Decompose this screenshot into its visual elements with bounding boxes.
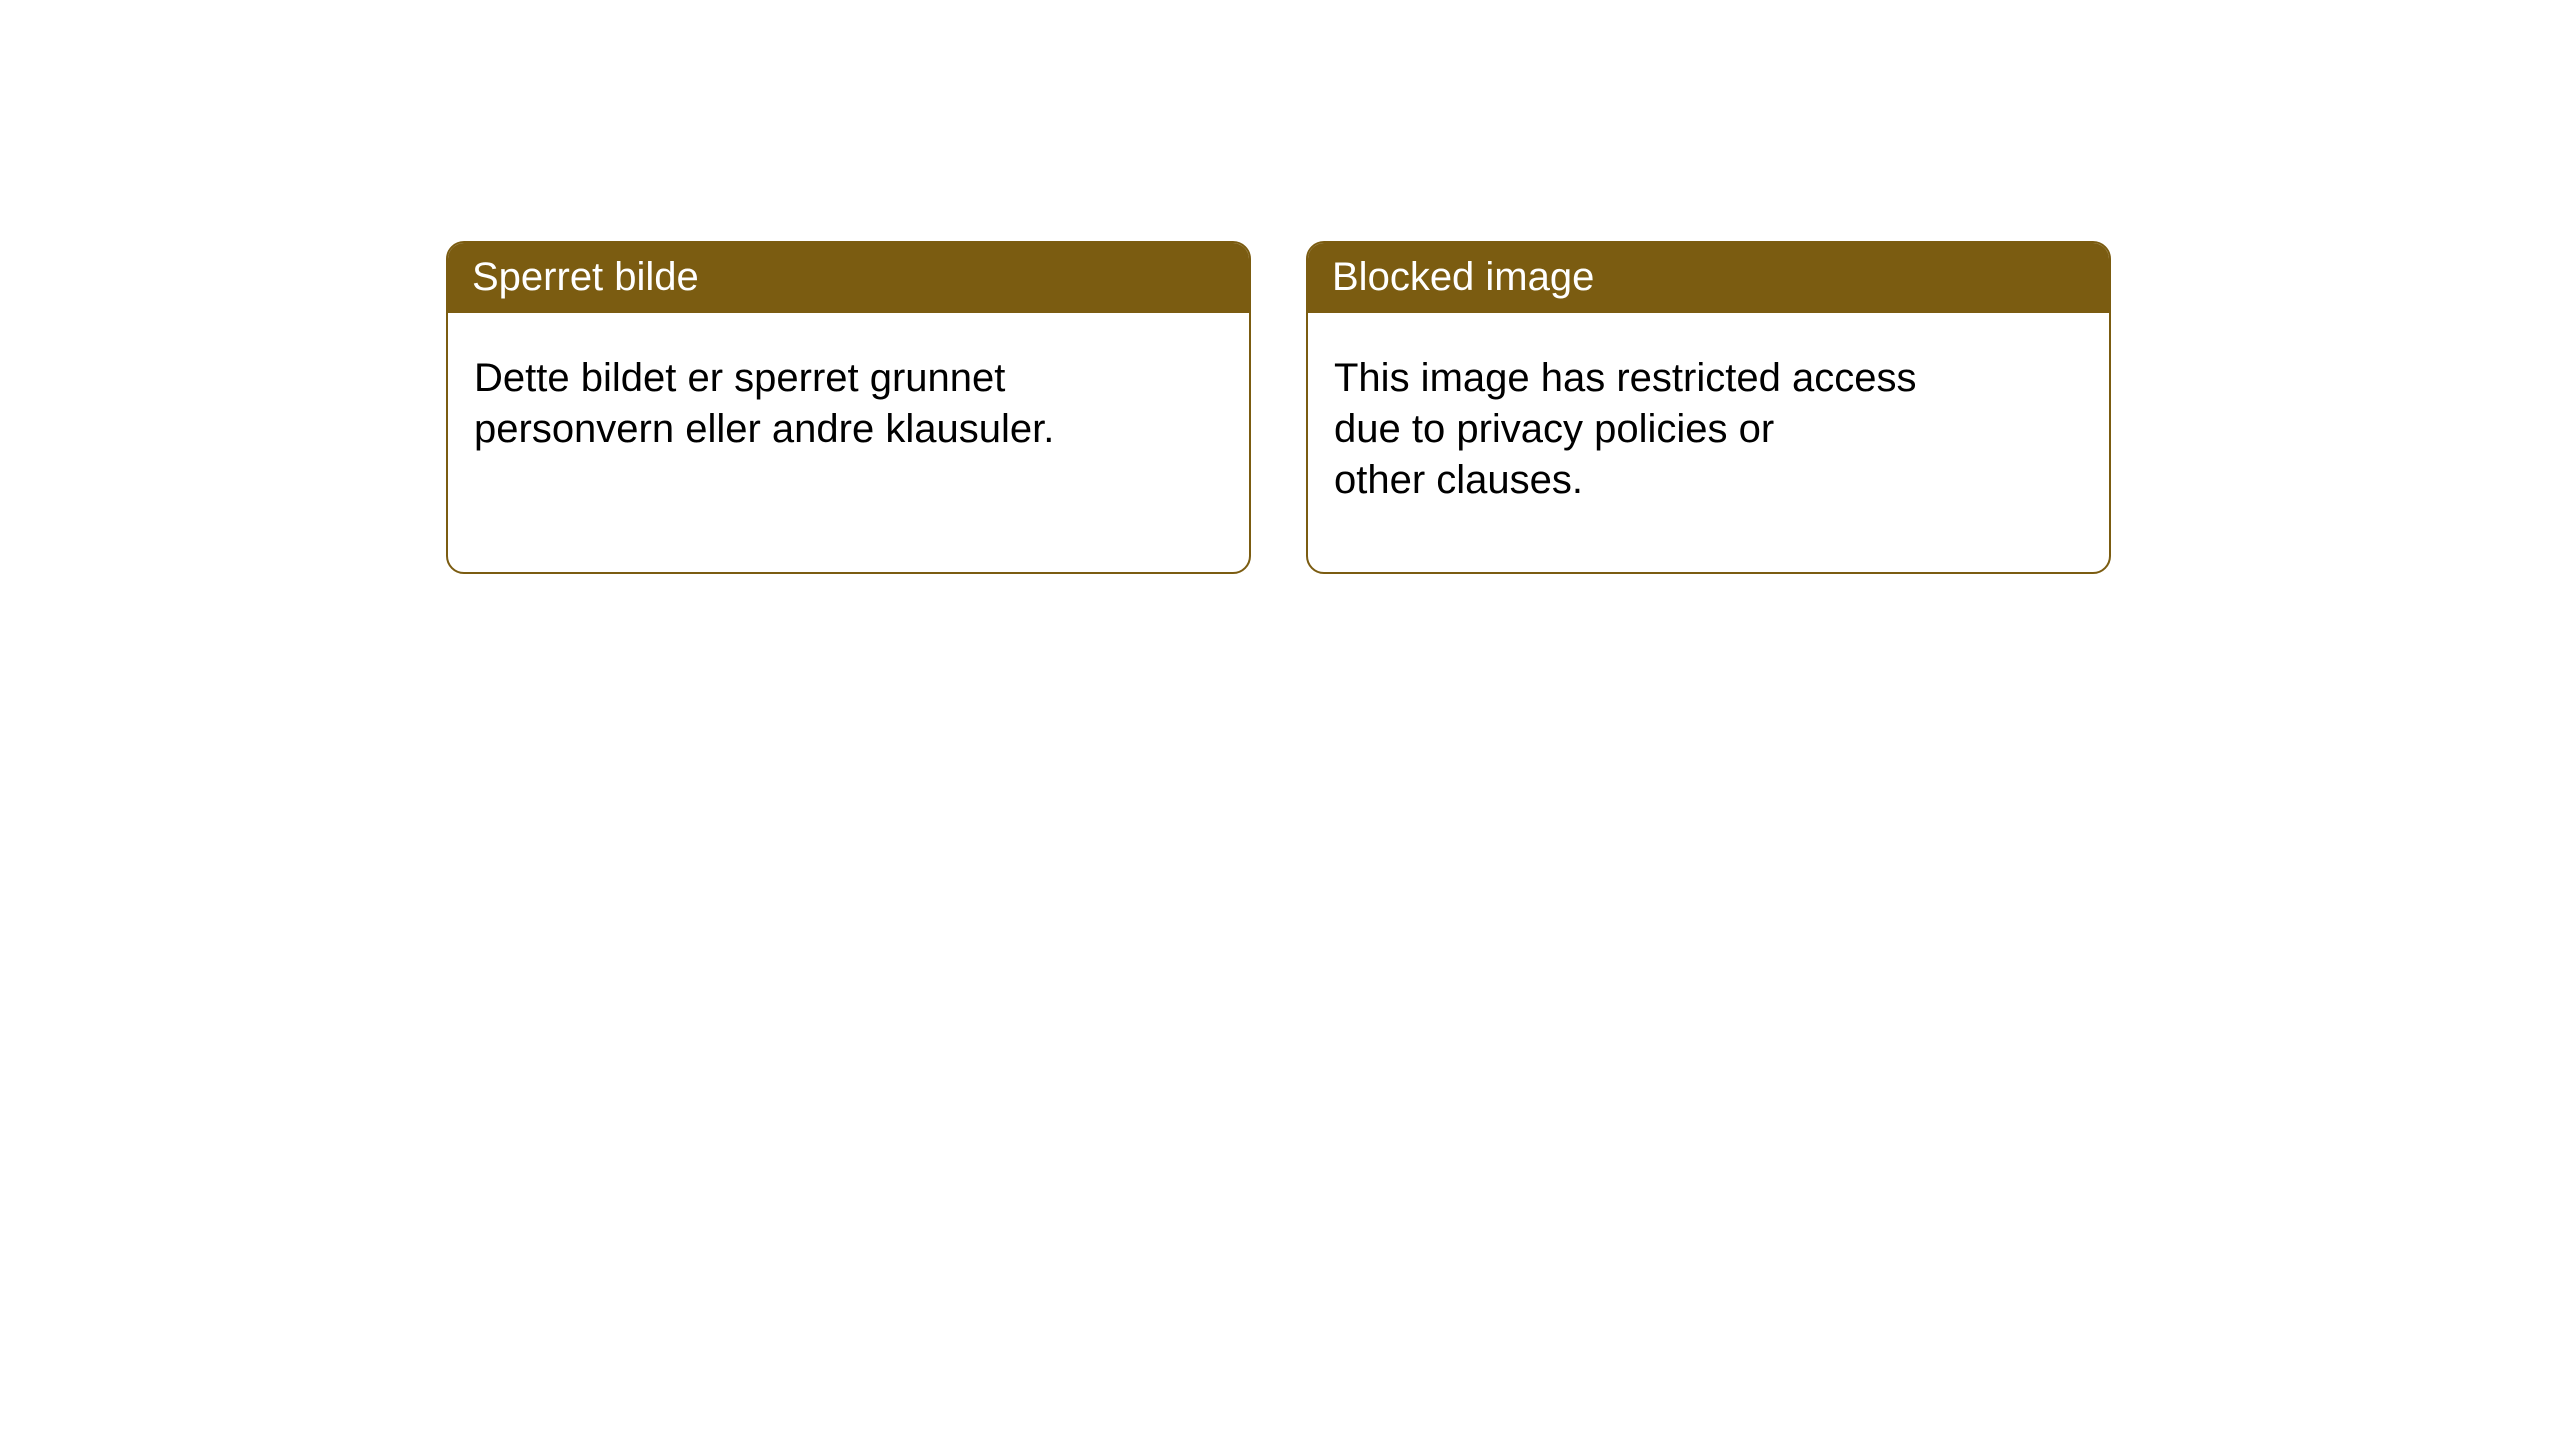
notice-card-en-body: This image has restricted access due to …	[1308, 313, 2109, 533]
notice-card-en: Blocked image This image has restricted …	[1306, 241, 2111, 574]
notice-card-no: Sperret bilde Dette bildet er sperret gr…	[446, 241, 1251, 574]
notice-card-no-body: Dette bildet er sperret grunnet personve…	[448, 313, 1249, 481]
notice-card-no-title: Sperret bilde	[448, 243, 1249, 313]
notice-card-en-title: Blocked image	[1308, 243, 2109, 313]
notice-container: Sperret bilde Dette bildet er sperret gr…	[0, 0, 2560, 574]
